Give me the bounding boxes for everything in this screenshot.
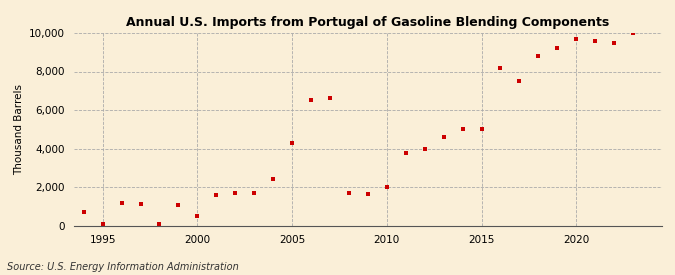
Text: Source: U.S. Energy Information Administration: Source: U.S. Energy Information Administ… (7, 262, 238, 272)
Title: Annual U.S. Imports from Portugal of Gasoline Blending Components: Annual U.S. Imports from Portugal of Gas… (126, 16, 610, 29)
Y-axis label: Thousand Barrels: Thousand Barrels (14, 84, 24, 175)
